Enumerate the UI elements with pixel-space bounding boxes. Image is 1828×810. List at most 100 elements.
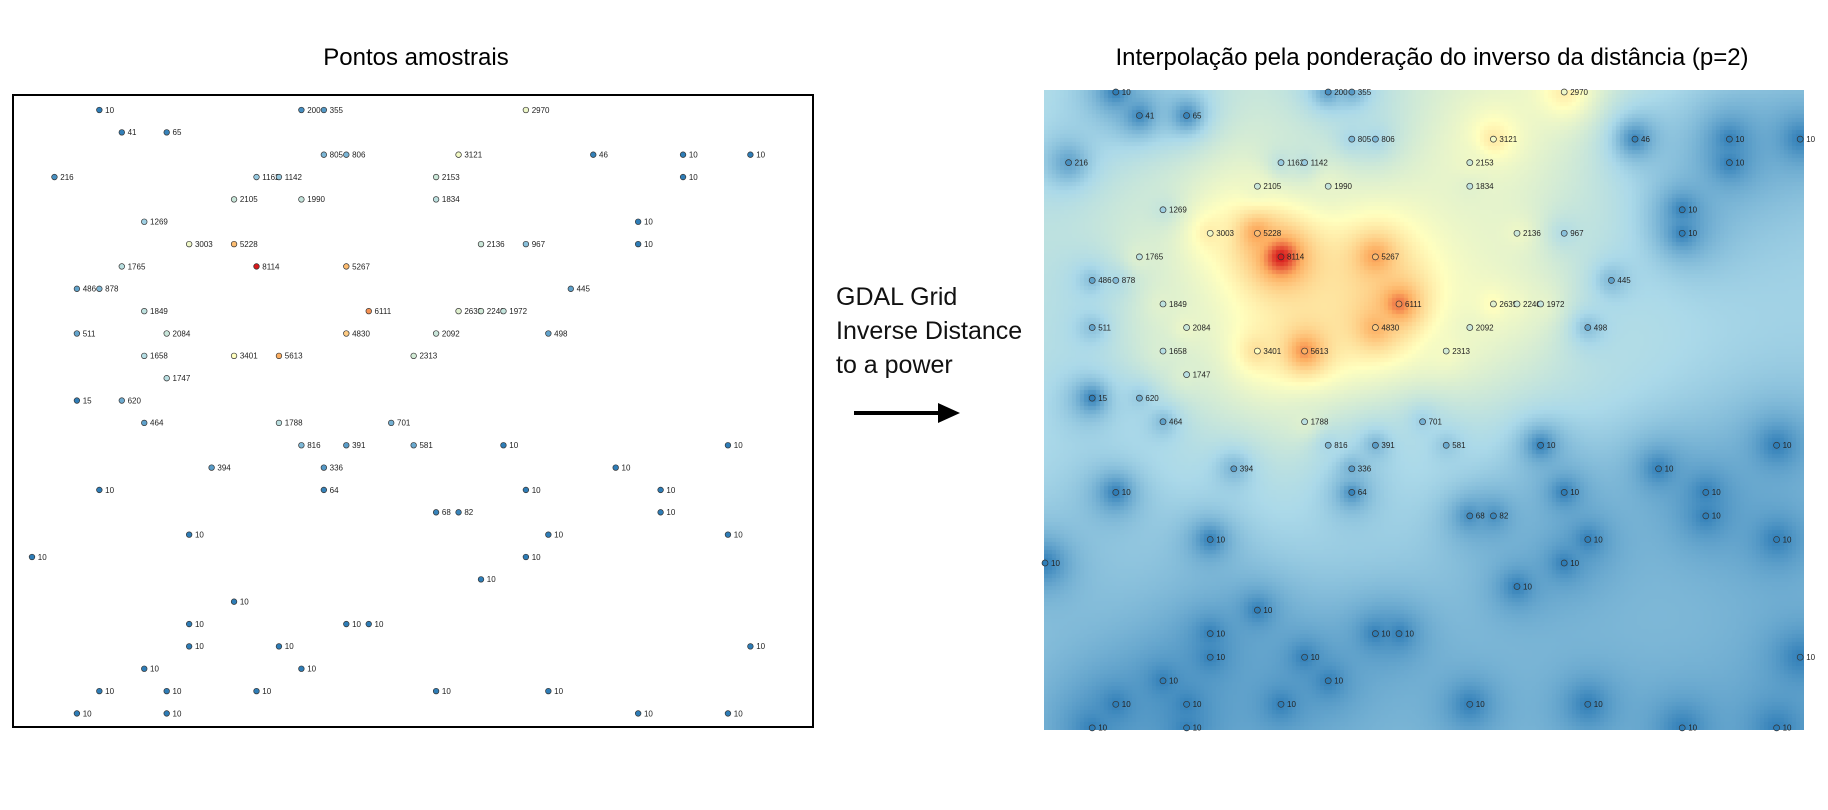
interpolation-point-label: 3003: [1216, 229, 1234, 238]
sample-point-label: 391: [352, 441, 366, 450]
sample-point-marker: [343, 620, 350, 628]
sample-point-marker: [185, 240, 193, 248]
interpolation-point-label: 2136: [1523, 229, 1541, 238]
interpolation-point-label: 10: [1783, 724, 1792, 733]
sample-point-label: 1269: [150, 218, 168, 227]
interpolation-point-label: 701: [1429, 418, 1443, 427]
interpolation-point-label: 2153: [1476, 158, 1494, 167]
interpolation-point-label: 10: [1311, 653, 1320, 662]
sample-point-label: 10: [756, 642, 765, 651]
sample-point-marker: [185, 620, 193, 628]
sample-point-label: 10: [644, 709, 653, 718]
interpolation-point-label: 10: [1051, 559, 1060, 568]
sample-point-marker: [28, 553, 36, 561]
sample-point-label: 10: [689, 151, 698, 160]
interpolation-point-marker: [1159, 347, 1167, 355]
idw-points-overlay: 10 200 355 2970 41 65 805 806 3121 46 10 10 216 1162 1…: [1041, 88, 1816, 733]
interpolation-point-marker: [1372, 630, 1379, 638]
sample-point-marker: [320, 106, 328, 114]
sample-point-marker: [96, 486, 103, 494]
sample-point-label: 5228: [240, 240, 258, 249]
sample-point-label: 10: [554, 530, 563, 539]
sample-point-marker: [163, 129, 170, 136]
interpolation-point-marker: [1773, 536, 1780, 543]
interpolation-point-marker: [1301, 653, 1308, 661]
sample-point-label: 10: [105, 106, 114, 115]
interpolation-point-marker: [1513, 300, 1521, 308]
interpolation-point-marker: [1348, 88, 1356, 96]
sample-point-label: 46: [599, 151, 608, 160]
sample-point-marker: [275, 173, 283, 181]
sample-point-label: 10: [195, 642, 204, 651]
sample-point-marker: [545, 330, 552, 337]
sample-point-label: 2105: [240, 195, 258, 204]
sample-point-marker: [522, 553, 530, 561]
sample-point-label: 10: [307, 665, 316, 674]
sample-point-marker: [477, 307, 485, 315]
method-label: GDAL Grid Inverse Distance to a power: [836, 280, 1022, 382]
interpolation-point-marker: [1324, 182, 1332, 190]
interpolation-point-label: 10: [1263, 606, 1272, 615]
interpolation-point-label: 10: [1122, 88, 1131, 97]
interpolation-point-label: 2084: [1193, 323, 1211, 332]
sample-point-marker: [163, 375, 170, 382]
sample-point-label: 464: [150, 419, 164, 428]
sample-point-label: 3121: [464, 151, 482, 160]
interpolation-point-label: 1162: [1287, 158, 1305, 167]
interpolation-point-label: 10: [1688, 724, 1697, 733]
sample-point-label: 967: [532, 240, 546, 249]
sample-point-marker: [96, 687, 103, 695]
interpolation-point-marker: [1206, 536, 1214, 543]
sample-point-label: 1972: [509, 307, 527, 316]
interpolation-point-label: 5267: [1381, 253, 1399, 262]
sample-point-label: 82: [464, 508, 473, 517]
sample-point-label: 394: [217, 463, 231, 472]
interpolation-point-label: 498: [1594, 323, 1608, 332]
sample-point-label: 10: [195, 620, 204, 629]
sample-point-marker: [477, 240, 485, 248]
interpolation-point-label: 10: [1570, 488, 1579, 497]
interpolation-point-marker: [1537, 300, 1544, 308]
interpolation-point-marker: [1513, 583, 1521, 590]
interpolation-point-marker: [1254, 182, 1261, 190]
method-line-1: GDAL Grid: [836, 283, 958, 311]
sample-point-label: 10: [173, 709, 182, 718]
interpolation-point-marker: [1490, 300, 1497, 308]
interpolation-point-label: 967: [1570, 229, 1584, 238]
interpolation-point-label: 65: [1193, 111, 1202, 120]
sample-point-label: 581: [419, 441, 433, 450]
sample-point-label: 2240: [487, 307, 505, 316]
sample-point-marker: [275, 419, 283, 427]
interpolation-point-label: 511: [1098, 323, 1111, 332]
interpolation-point-marker: [1159, 677, 1167, 685]
sample-point-label: 2313: [419, 352, 437, 361]
interpolation-point-marker: [1773, 724, 1780, 732]
sample-point-label: 10: [150, 665, 159, 674]
interpolation-point-marker: [1254, 347, 1261, 355]
sample-point-marker: [635, 710, 642, 717]
sample-point-marker: [455, 151, 462, 158]
sample-point-marker: [141, 352, 148, 360]
sample-point-marker: [163, 687, 170, 695]
sample-point-label: 1788: [285, 419, 303, 428]
sample-point-marker: [230, 240, 238, 248]
sample-point-marker: [410, 442, 417, 449]
sample-point-label: 10: [105, 687, 114, 696]
sample-point-marker: [365, 307, 372, 315]
sample-point-marker: [253, 687, 260, 695]
interpolation-point-label: 4830: [1381, 323, 1399, 332]
sample-point-marker: [365, 620, 372, 628]
left-panel-title: Pontos amostrais: [323, 44, 509, 71]
interpolation-point-label: 3121: [1499, 135, 1517, 144]
interpolation-point-marker: [1277, 700, 1285, 708]
interpolation-point-label: 1972: [1547, 300, 1565, 309]
sample-point-label: 68: [442, 508, 451, 517]
sample-point-label: 41: [128, 128, 137, 137]
interpolation-point-label: 10: [1193, 700, 1202, 709]
sample-point-marker: [657, 509, 664, 516]
interpolation-point-label: 2240: [1523, 300, 1541, 309]
interpolation-point-label: 10: [1806, 653, 1815, 662]
sample-point-label: 10: [375, 620, 384, 629]
interpolation-point-marker: [1584, 324, 1592, 331]
interpolation-point-label: 216: [1075, 158, 1089, 167]
